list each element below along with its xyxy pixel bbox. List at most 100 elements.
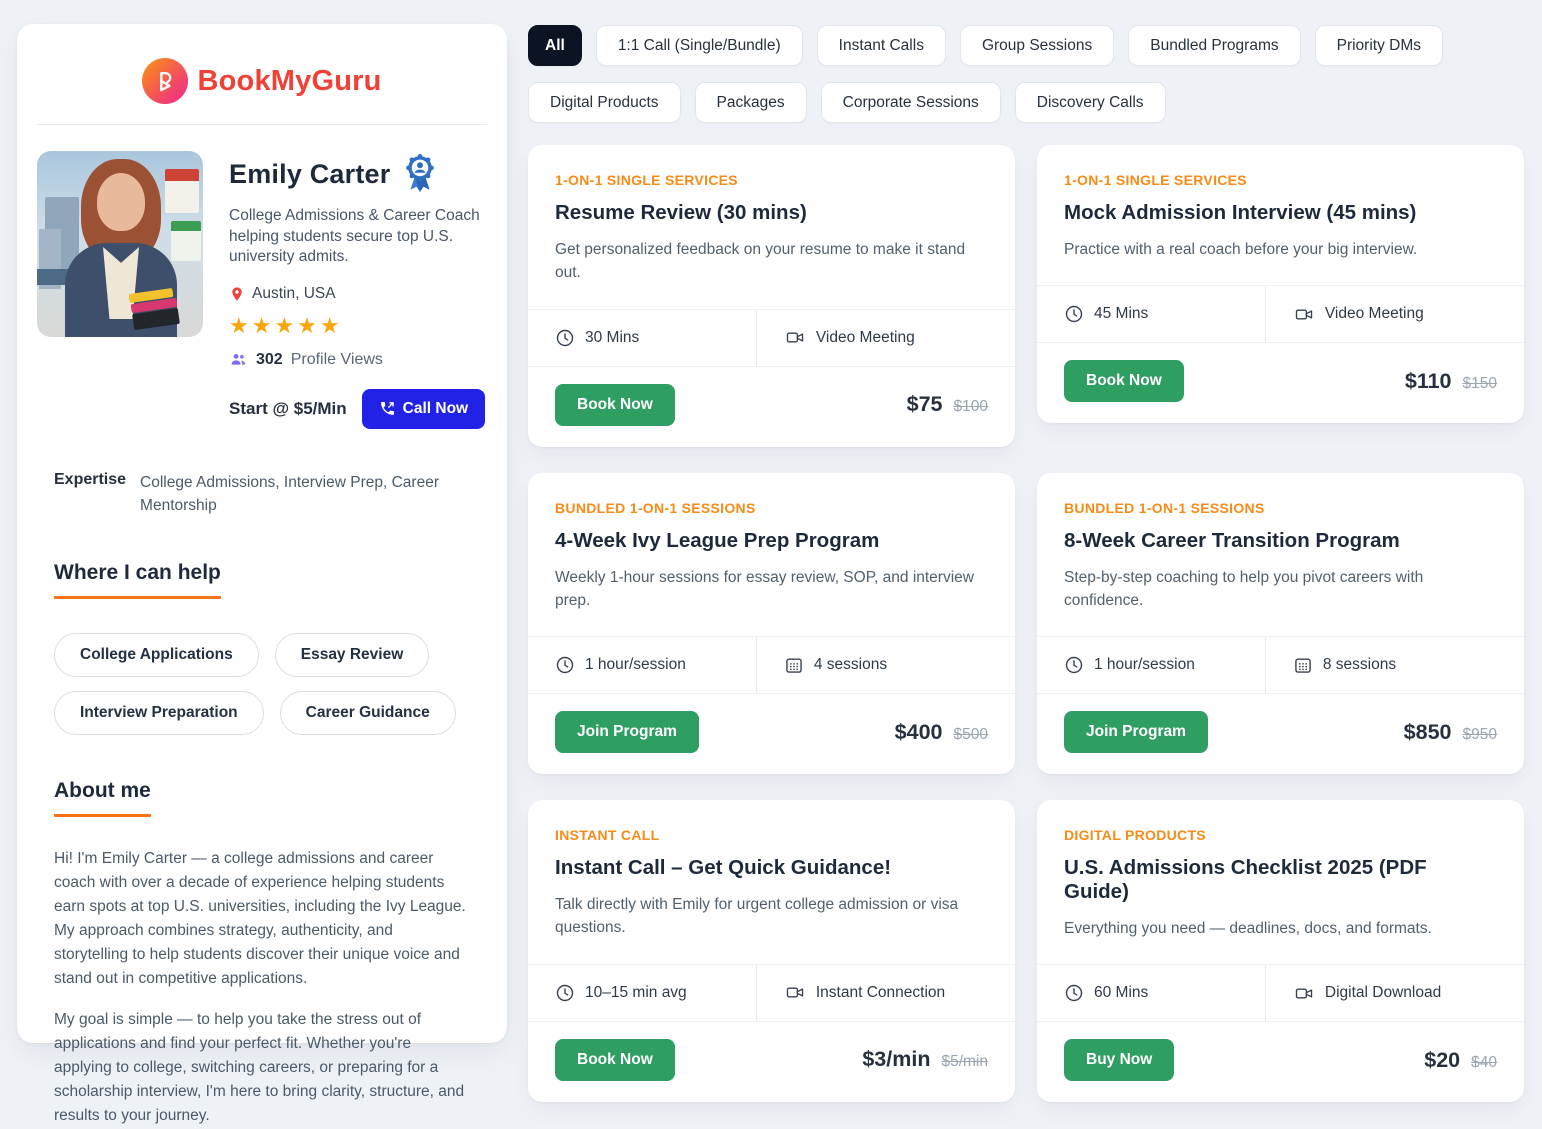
service-description: Everything you need — deadlines, docs, a… <box>1064 920 1432 937</box>
join-program-button[interactable]: Join Program <box>1064 711 1208 753</box>
profile-photo <box>37 151 203 337</box>
clock-icon <box>1064 983 1084 1003</box>
service-mode: Digital Download <box>1324 984 1442 1002</box>
calendar-icon <box>784 655 804 675</box>
call-now-label: Call Now <box>402 399 469 417</box>
call-now-button[interactable]: Call Now <box>361 388 486 429</box>
service-card-mock-interview: 1-ON-1 SINGLE SERVICES Mock Admission In… <box>1037 145 1524 424</box>
service-price: $75 <box>906 392 943 416</box>
service-old-price: $5/min <box>941 1053 988 1070</box>
service-card-resume-review: 1-ON-1 SINGLE SERVICES Resume Review (30… <box>528 145 1015 447</box>
clock-icon <box>1064 304 1084 324</box>
service-title: 8-Week Career Transition Program <box>1064 528 1400 552</box>
profile-sidebar: BookMyGuru Emily Carter <box>17 24 507 1124</box>
filter-chip-group-sessions[interactable]: Group Sessions <box>959 25 1115 66</box>
service-category: BUNDLED 1-ON-1 SESSIONS <box>1064 499 1265 516</box>
filter-chip-instant-calls[interactable]: Instant Calls <box>816 25 946 66</box>
brand-logo-icon <box>142 58 189 104</box>
clock-icon <box>555 983 575 1003</box>
book-now-button[interactable]: Book Now <box>555 1038 675 1081</box>
service-duration: 1 hour/session <box>1094 656 1195 673</box>
help-tag[interactable]: Interview Preparation <box>54 691 264 736</box>
service-old-price: $950 <box>1462 725 1497 743</box>
header-divider <box>37 124 487 125</box>
service-duration: 10–15 min avg <box>585 983 687 1001</box>
service-old-price: $500 <box>953 725 988 743</box>
service-duration: 60 Mins <box>1094 984 1149 1002</box>
expertise-value: College Admissions, Interview Prep, Care… <box>140 473 439 515</box>
brand-wordmark: BookMyGuru <box>197 64 382 97</box>
service-price: $850 <box>1403 719 1452 744</box>
service-description: Step-by-step coaching to help you pivot … <box>1064 568 1424 609</box>
service-category: 1-ON-1 SINGLE SERVICES <box>1064 172 1247 188</box>
filter-chip-bar: All 1:1 Call (Single/Bundle) Instant Cal… <box>528 25 1524 123</box>
brand-header: BookMyGuru <box>37 46 487 124</box>
book-now-button[interactable]: Book Now <box>1064 360 1184 403</box>
about-paragraph: Hi! I'm Emily Carter — a college admissi… <box>54 850 466 988</box>
help-tag[interactable]: Essay Review <box>274 633 430 678</box>
book-now-button[interactable]: Book Now <box>555 383 675 426</box>
service-old-price: $100 <box>953 398 988 415</box>
service-title: U.S. Admissions Checklist 2025 (PDF Guid… <box>1064 856 1427 903</box>
join-program-button[interactable]: Join Program <box>555 711 699 753</box>
expertise-label: Expertise <box>54 470 127 488</box>
video-camera-icon <box>1293 984 1315 1003</box>
about-text: Hi! I'm Emily Carter — a college admissi… <box>54 847 470 1128</box>
video-camera-icon <box>1293 305 1315 324</box>
services-panel: All 1:1 Call (Single/Bundle) Instant Cal… <box>528 25 1524 1103</box>
service-price: $400 <box>894 719 943 744</box>
service-mode: Video Meeting <box>815 328 915 346</box>
service-title: Resume Review (30 mins) <box>555 201 807 224</box>
clock-icon <box>1064 655 1084 675</box>
service-description: Practice with a real coach before your b… <box>1064 241 1418 258</box>
service-price: $110 <box>1404 368 1452 393</box>
service-duration: 1 hour/session <box>585 656 686 673</box>
service-old-price: $40 <box>1471 1053 1497 1071</box>
service-title: Mock Admission Interview (45 mins) <box>1064 201 1417 224</box>
service-card-career-transition-program: BUNDLED 1-ON-1 SESSIONS 8-Week Career Tr… <box>1037 472 1524 774</box>
service-description: Get personalized feedback on your resume… <box>555 241 966 282</box>
filter-chip-corporate-sessions[interactable]: Corporate Sessions <box>820 82 1001 123</box>
service-card-grid: 1-ON-1 SINGLE SERVICES Resume Review (30… <box>528 145 1524 1103</box>
service-category: 1-ON-1 SINGLE SERVICES <box>555 172 738 188</box>
verified-badge-icon <box>402 153 438 195</box>
service-category: INSTANT CALL <box>555 827 660 843</box>
help-section-title: Where I can help <box>54 561 221 600</box>
rating-stars: ★★★★★ <box>229 312 343 338</box>
clock-icon <box>555 328 575 348</box>
help-tag[interactable]: Career Guidance <box>279 691 456 736</box>
service-duration: 45 Mins <box>1094 305 1149 323</box>
service-mode: Instant Connection <box>815 983 946 1001</box>
profile-headline: College Admissions & Career Coach helpin… <box>229 207 480 266</box>
profile-location: Austin, USA <box>252 284 336 302</box>
filter-chip-bundled-programs[interactable]: Bundled Programs <box>1128 25 1301 66</box>
filter-chip-discovery-calls[interactable]: Discovery Calls <box>1014 82 1166 123</box>
service-price: $3/min <box>862 1047 931 1071</box>
service-duration: 30 Mins <box>585 328 640 346</box>
filter-chip-packages[interactable]: Packages <box>694 82 807 123</box>
service-category: BUNDLED 1-ON-1 SESSIONS <box>555 499 756 516</box>
help-tag[interactable]: College Applications <box>54 633 259 678</box>
filter-chip-priority-dms[interactable]: Priority DMs <box>1314 25 1443 66</box>
service-card-admissions-checklist: DIGITAL PRODUCTS U.S. Admissions Checkli… <box>1037 800 1524 1103</box>
service-description: Talk directly with Emily for urgent coll… <box>555 896 959 937</box>
service-old-price: $150 <box>1462 374 1497 392</box>
service-mode: Video Meeting <box>1324 305 1424 323</box>
people-icon <box>229 351 248 368</box>
service-price: $20 <box>1424 1047 1461 1072</box>
profile-views-count: 302 <box>256 350 283 368</box>
buy-now-button[interactable]: Buy Now <box>1064 1039 1175 1082</box>
service-card-instant-call: INSTANT CALL Instant Call – Get Quick Gu… <box>528 800 1015 1102</box>
service-mode: 4 sessions <box>813 656 888 673</box>
about-paragraph: My goal is simple — to help you take the… <box>54 1011 465 1125</box>
service-mode: 8 sessions <box>1322 656 1397 673</box>
filter-chip-digital-products[interactable]: Digital Products <box>528 82 681 123</box>
filter-chip-all[interactable]: All <box>528 25 582 66</box>
service-category: DIGITAL PRODUCTS <box>1064 827 1206 843</box>
profile-name: Emily Carter <box>229 158 391 189</box>
video-camera-icon <box>784 983 806 1002</box>
video-camera-icon <box>784 328 806 347</box>
clock-icon <box>555 655 575 675</box>
location-pin-icon <box>229 285 245 303</box>
filter-chip-1-1-call[interactable]: 1:1 Call (Single/Bundle) <box>595 25 803 66</box>
